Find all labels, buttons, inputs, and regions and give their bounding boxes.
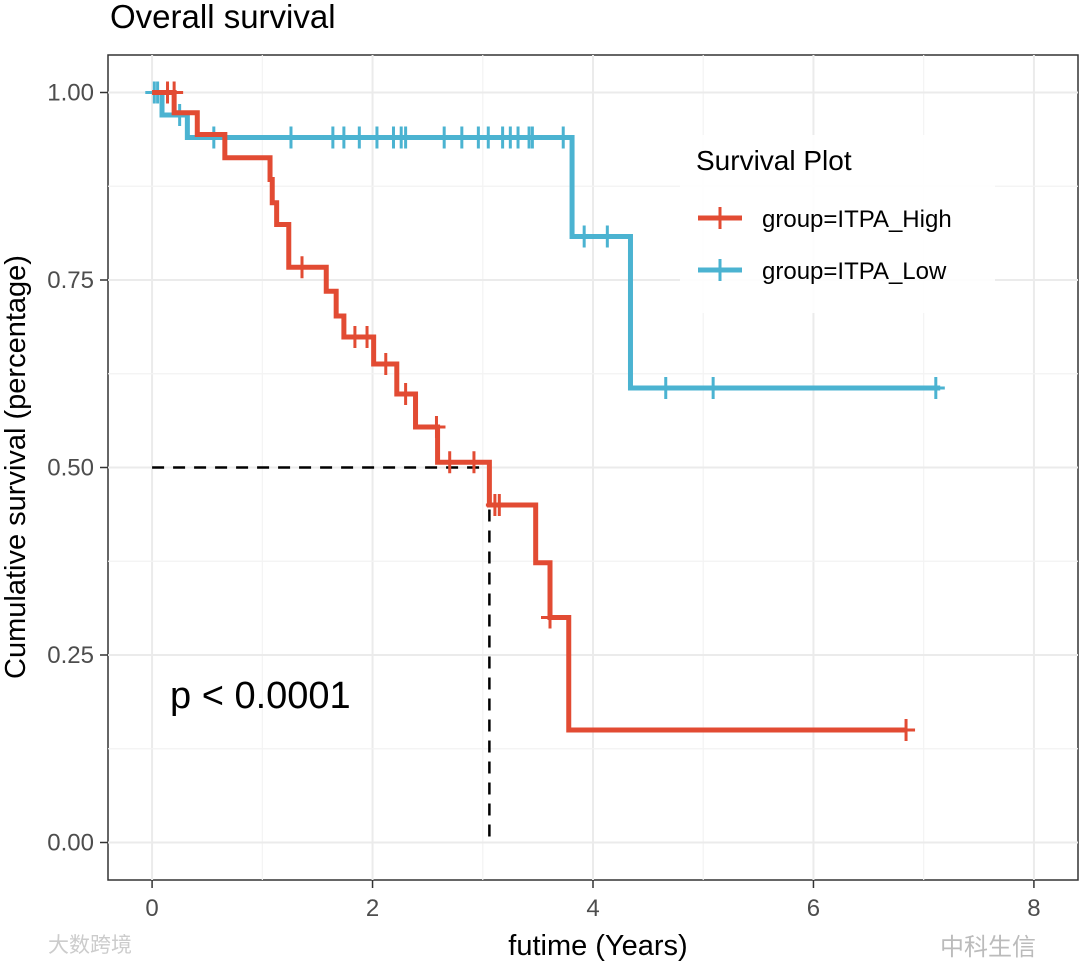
censor-mark [523, 126, 542, 149]
censor-mark [490, 494, 509, 516]
series-group [145, 81, 945, 741]
censor-mark [704, 377, 723, 399]
legend-title: Survival Plot [696, 145, 852, 176]
censor-mark [367, 126, 386, 149]
legend-item: group=ITPA_High [698, 206, 952, 233]
y-tick-label: 1.00 [47, 80, 94, 107]
censor-mark [554, 126, 573, 149]
y-tick-label: 0.50 [47, 455, 94, 482]
censor-mark [452, 126, 471, 149]
y-axis-label: Cumulative survival (percentage) [0, 255, 32, 679]
x-axis-label: futime (Years) [508, 930, 687, 962]
censor-mark [897, 719, 916, 741]
grid [108, 55, 1078, 880]
censor-mark [204, 126, 223, 149]
censor-mark [293, 256, 311, 279]
watermark-right: 中科生信 [940, 934, 1036, 961]
censor-mark [358, 326, 377, 348]
watermark-left: 大数跨境 [48, 934, 132, 957]
x-tick-label: 8 [1027, 895, 1040, 922]
censor-mark [440, 451, 459, 474]
censor-mark [396, 383, 415, 405]
censor-mark [281, 126, 300, 149]
x-tick-label: 4 [586, 895, 599, 922]
p-value-annotation: p < 0.0001 [170, 675, 351, 717]
x-tick-label: 2 [366, 895, 379, 922]
x-tick-label: 0 [145, 895, 158, 922]
y-tick-label: 0.00 [47, 830, 94, 857]
y-tick-label: 0.25 [47, 642, 94, 669]
censor-mark [334, 126, 353, 149]
censor-mark [427, 416, 446, 438]
legend-item: group=ITPA_Low [698, 258, 947, 285]
censor-mark [350, 126, 369, 149]
censor-mark [541, 606, 560, 629]
legend-label: group=ITPA_High [762, 206, 952, 233]
censor-mark [575, 225, 594, 248]
censor-mark [926, 377, 945, 399]
axes: 0 2 4 6 8 0.00 0.25 0.50 0.75 1.00 [47, 80, 1040, 923]
censor-mark [656, 377, 675, 399]
chart-title: Overall survival [110, 0, 336, 35]
censor-mark [435, 126, 454, 149]
legend: Survival Plot group=ITPA_High group=ITPA_… [680, 135, 995, 313]
y-tick-label: 0.75 [47, 267, 94, 294]
censor-mark [464, 451, 483, 474]
censor-mark [165, 81, 184, 104]
survival-curve [152, 90, 907, 733]
censor-mark [396, 126, 415, 149]
censor-mark [376, 353, 395, 375]
censor-mark [598, 225, 617, 248]
series-group-itpa-high [152, 81, 916, 741]
legend-label: group=ITPA_Low [762, 258, 947, 285]
x-tick-label: 6 [807, 895, 820, 922]
